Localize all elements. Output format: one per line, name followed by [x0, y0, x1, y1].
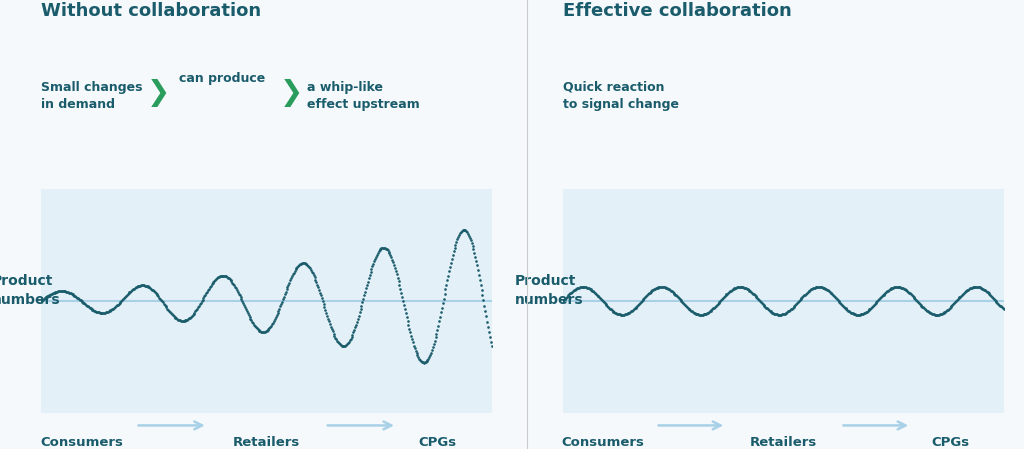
Text: a whip-like
effect upstream: a whip-like effect upstream — [307, 81, 420, 111]
Text: Retailers: Retailers — [232, 436, 300, 449]
Text: can produce: can produce — [179, 72, 265, 85]
Text: Small changes
in demand: Small changes in demand — [41, 81, 142, 111]
Text: CPGs: CPGs — [419, 436, 457, 449]
Text: Retailers: Retailers — [750, 436, 817, 449]
Text: ❯: ❯ — [147, 79, 170, 106]
Text: Product
numbers: Product numbers — [0, 274, 60, 308]
Text: Consumers: Consumers — [561, 436, 644, 449]
Text: Consumers: Consumers — [40, 436, 123, 449]
Text: Effective collaboration: Effective collaboration — [563, 2, 792, 20]
Text: Quick reaction
to signal change: Quick reaction to signal change — [563, 81, 679, 111]
Text: Product
numbers: Product numbers — [515, 274, 584, 308]
Text: CPGs: CPGs — [932, 436, 970, 449]
Text: ❯: ❯ — [281, 79, 303, 106]
Text: Without collaboration: Without collaboration — [41, 2, 261, 20]
